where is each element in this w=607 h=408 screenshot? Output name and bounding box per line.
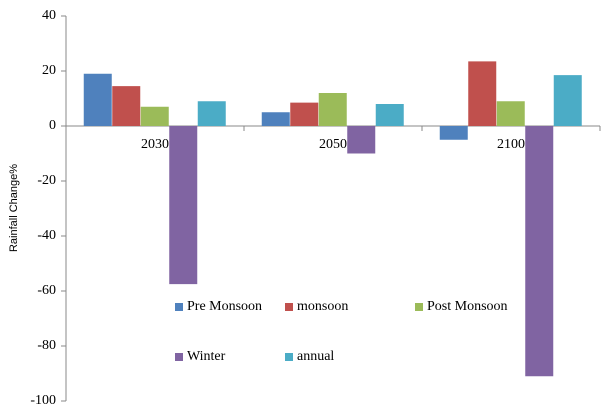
bar [83, 73, 112, 126]
legend-label: annual [297, 349, 334, 364]
x-tick-label: 2030 [141, 137, 169, 152]
bar [553, 75, 582, 126]
y-tick-label: 20 [42, 63, 56, 78]
y-axis-label: Rainfall Change% [8, 164, 20, 252]
legend-label: Pre Monsoon [187, 299, 262, 314]
y-tick-label: -80 [37, 338, 56, 353]
legend-label: Post Monsoon [427, 299, 508, 314]
bar [169, 126, 198, 285]
y-tick-label: 40 [42, 8, 56, 23]
bar [290, 102, 319, 126]
bar [197, 101, 226, 126]
legend-swatch [285, 303, 293, 311]
legend-swatch [175, 303, 183, 311]
bar [439, 126, 468, 140]
bar [496, 101, 525, 126]
x-tick-label: 2100 [497, 137, 525, 152]
legend-swatch [285, 353, 293, 361]
legend-label: Winter [187, 349, 226, 364]
y-tick-label: 0 [49, 118, 56, 133]
y-tick-label: -40 [37, 228, 56, 243]
y-tick-label: -20 [37, 173, 56, 188]
y-tick-label: -100 [30, 393, 56, 408]
bar [347, 126, 376, 154]
bar [468, 61, 497, 126]
bar [140, 106, 169, 126]
bar [112, 86, 141, 126]
bar [261, 112, 290, 126]
y-tick-label: -60 [37, 283, 56, 298]
x-tick-label: 2050 [319, 137, 347, 152]
bar [525, 126, 554, 377]
legend-swatch [415, 303, 423, 311]
legend-label: monsoon [297, 299, 348, 314]
bar [318, 93, 347, 126]
bar [375, 104, 404, 126]
legend-swatch [175, 353, 183, 361]
